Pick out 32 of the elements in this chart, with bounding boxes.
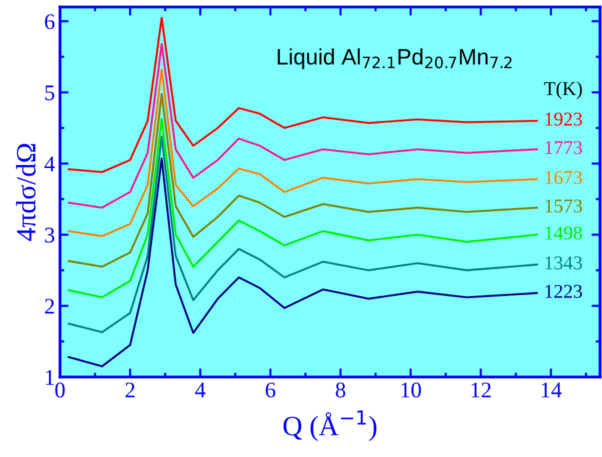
x-axis-title: Q (Å$^{−1}$) [284,410,376,442]
series-label: 1498 [546,226,582,240]
x-tick-label: 14 [542,382,562,398]
series-label: 1673 [546,170,582,184]
y-tick-label: 3 [45,228,54,243]
x-tick-label: 2 [126,382,134,398]
series-label: 1343 [546,256,582,270]
line-series [68,158,538,368]
line-series [68,92,538,268]
x-tick-label: 4 [195,382,206,398]
y-tick-label: 2 [45,298,54,314]
series-label: 1773 [546,141,582,154]
legend-title: T(K) [544,81,582,100]
y-axis-title: 4πdσ/dΩ [16,144,36,241]
x-tick-label: 8 [336,382,346,398]
y-tick-label: 1 [46,370,54,385]
line-series [68,68,538,238]
series-label: 1223 [546,284,582,298]
line-series [68,16,538,174]
x-tick-label: 6 [266,382,276,398]
line-series [68,136,538,334]
x-tick-label: 0 [55,382,65,398]
text: Liquid Al$_{72.1}$Pd$_{20.7}$Mn$_{7.2}$ [278,48,512,70]
y-tick-label: 4 [44,156,55,172]
series-label: 1573 [546,199,582,213]
y-tick-label: 6 [44,14,54,30]
line-series [68,43,538,209]
series-label: 1923 [546,112,582,126]
y-tick-label: 5 [45,86,54,100]
x-tick-label: 12 [472,382,491,398]
x-tick-label: 10 [401,382,421,398]
line-series [68,118,538,298]
